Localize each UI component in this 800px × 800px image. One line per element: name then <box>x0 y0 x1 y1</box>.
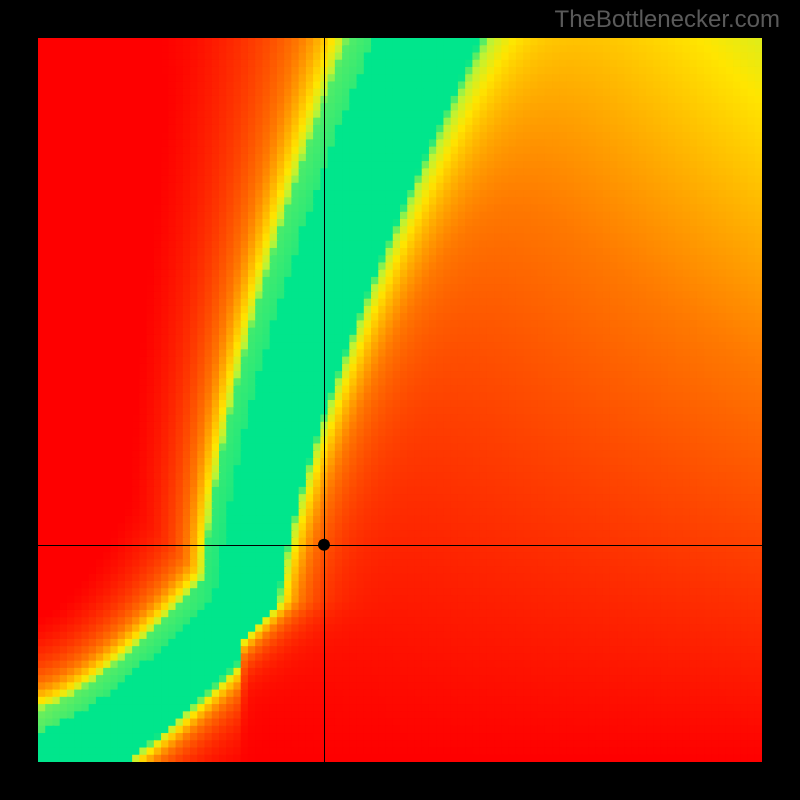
heatmap-plot <box>38 38 762 762</box>
watermark-text: TheBottlenecker.com <box>555 6 780 34</box>
chart-container: TheBottlenecker.com <box>0 0 800 800</box>
heatmap-canvas <box>38 38 762 762</box>
